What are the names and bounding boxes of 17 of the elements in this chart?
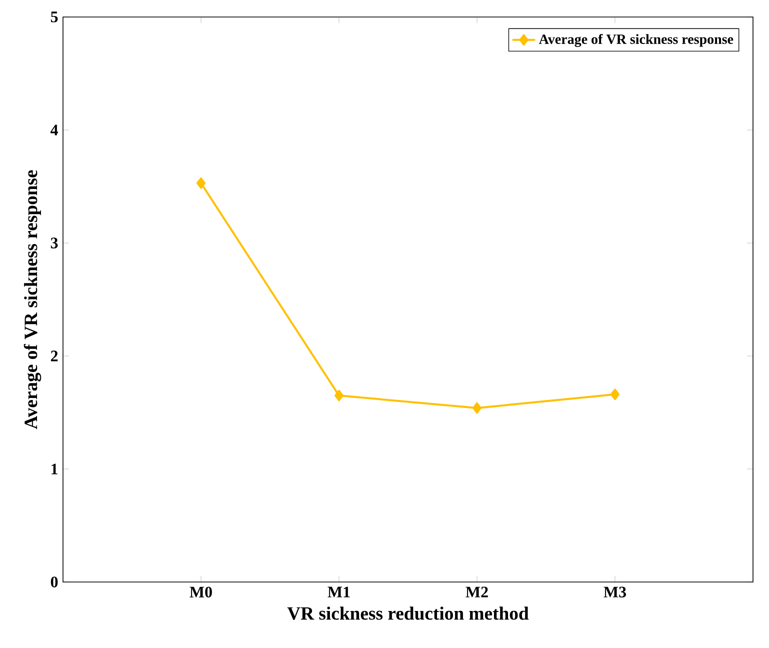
y-tick-label: 1: [52, 464, 58, 474]
y-tick-label: 3: [50, 238, 58, 248]
point: [334, 390, 344, 402]
x-tick-label: M3: [604, 586, 626, 598]
y-tick-label: 0: [50, 576, 58, 588]
x-tick-label: M2: [466, 586, 488, 598]
point: [472, 402, 482, 414]
point: [610, 388, 620, 400]
legend-label: Average of VR sickness response: [538, 34, 734, 47]
y-tick-label: 2: [50, 350, 58, 362]
y-tick-label: 4: [50, 124, 58, 136]
x-tick-label: M1: [328, 586, 350, 598]
x-tick-label: M0: [190, 586, 212, 598]
point: [196, 177, 206, 189]
y-axis-title: Average of VR sickness response: [24, 170, 42, 430]
y-tick-label: 5: [50, 12, 58, 22]
x-axis-title: VR sickness reduction method: [287, 606, 529, 620]
